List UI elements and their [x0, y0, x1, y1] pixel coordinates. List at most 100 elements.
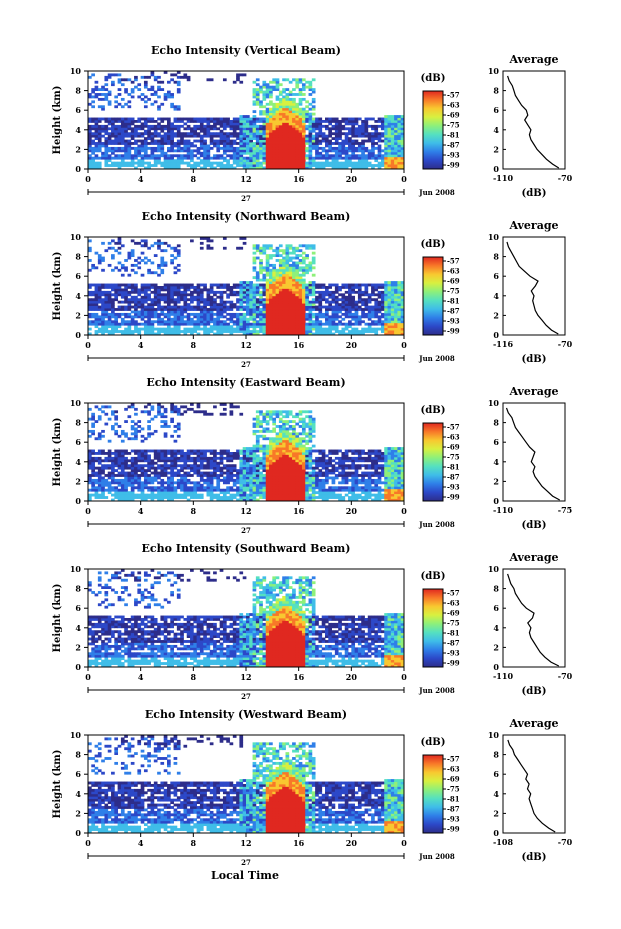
- heatmap-cell: [150, 93, 155, 96]
- heatmap-cell: [397, 315, 402, 319]
- heatmap-cell: [301, 310, 306, 314]
- heatmap-cell: [236, 164, 240, 167]
- heatmap-cell: [246, 286, 250, 289]
- heatmap-cell: [341, 151, 346, 155]
- heatmap-cell: [203, 298, 207, 302]
- heatmap-cell: [120, 132, 125, 136]
- heatmap-cell: [390, 293, 395, 297]
- heatmap-cell: [298, 305, 303, 309]
- heatmap-cell: [255, 127, 260, 131]
- heatmap-cell: [150, 407, 155, 411]
- heatmap-cell: [390, 159, 395, 163]
- heatmap-cell: [196, 459, 201, 463]
- heatmap-cell: [371, 142, 375, 145]
- heatmap-cell: [117, 325, 122, 329]
- heatmap-cell: [390, 298, 395, 302]
- heatmap-cell: [94, 132, 99, 136]
- heatmap-cell: [111, 117, 115, 121]
- heatmap-cell: [193, 288, 198, 292]
- heatmap-cell: [124, 298, 128, 302]
- heatmap-cell: [140, 474, 145, 477]
- heatmap-cell: [255, 166, 260, 170]
- heatmap-cell: [193, 488, 198, 492]
- heatmap-cell: [157, 315, 161, 319]
- heatmap-cell: [259, 146, 263, 150]
- heatmap-cell: [120, 459, 125, 463]
- heatmap-cell: [229, 332, 234, 336]
- heatmap-cell: [301, 127, 306, 131]
- heatmap-cell: [262, 93, 267, 96]
- heatmap-cell: [190, 466, 194, 470]
- heatmap-cell: [94, 154, 99, 158]
- heatmap-cell: [170, 286, 174, 289]
- heatmap-cell: [334, 120, 339, 123]
- heatmap-cell: [357, 124, 362, 128]
- heatmap-cell: [331, 325, 336, 329]
- heatmap-cell: [173, 330, 178, 333]
- heatmap-cell: [361, 132, 365, 136]
- heatmap-cell: [140, 122, 145, 126]
- heatmap-cell: [400, 137, 405, 140]
- heatmap-cell: [301, 317, 306, 321]
- heatmap-cell: [111, 124, 115, 128]
- heatmap-cell: [107, 139, 112, 143]
- heatmap-cell: [173, 332, 178, 336]
- heatmap-cell: [173, 327, 178, 331]
- heatmap-cell: [278, 244, 283, 248]
- heatmap-cell: [262, 308, 267, 311]
- heatmap-cell: [186, 308, 191, 311]
- heatmap-cell: [269, 310, 273, 314]
- heatmap-cell: [295, 117, 300, 121]
- heatmap-cell: [157, 290, 161, 294]
- heatmap-cell: [180, 156, 184, 160]
- heatmap-cell: [120, 332, 125, 336]
- heatmap-cell: [88, 166, 92, 170]
- heatmap-cell: [239, 149, 244, 153]
- heatmap-cell: [295, 137, 300, 140]
- heatmap-cell: [127, 493, 132, 497]
- heatmap-cell: [101, 241, 105, 245]
- profile-y-tick-label: 0: [493, 330, 499, 340]
- heatmap-cell: [183, 456, 188, 460]
- heatmap-cell: [147, 164, 151, 167]
- heatmap-cell: [301, 327, 306, 331]
- heatmap-cell: [160, 127, 165, 131]
- heatmap-cell: [262, 273, 267, 277]
- heatmap-cell: [278, 300, 283, 304]
- heatmap-cell: [282, 90, 286, 94]
- heatmap-cell: [91, 73, 95, 77]
- heatmap-cell: [153, 90, 158, 94]
- heatmap-cell: [288, 263, 293, 267]
- heatmap-cell: [173, 293, 178, 297]
- heatmap-cell: [377, 146, 382, 150]
- heatmap-cell: [176, 124, 181, 128]
- heatmap-cell: [269, 246, 273, 250]
- heatmap-cell: [232, 159, 237, 163]
- heatmap-cell: [157, 312, 161, 316]
- heatmap-cell: [94, 478, 99, 482]
- heatmap-cell: [371, 166, 375, 170]
- heatmap-cell: [315, 149, 319, 153]
- heatmap-cell: [88, 164, 92, 167]
- heatmap-cell: [249, 283, 253, 287]
- heatmap-cell: [176, 166, 181, 170]
- heatmap-cell: [160, 312, 165, 316]
- heatmap-cell: [328, 293, 332, 297]
- heatmap-cell: [209, 483, 214, 487]
- heatmap-cell: [328, 120, 332, 123]
- heatmap-cell: [107, 295, 112, 299]
- heatmap-cell: [400, 164, 405, 167]
- heatmap-cell: [186, 151, 191, 155]
- heatmap-cell: [147, 412, 151, 416]
- heatmap-cell: [361, 164, 365, 167]
- heatmap-cell: [147, 268, 151, 272]
- heatmap-cell: [167, 483, 171, 487]
- heatmap-cell: [400, 312, 405, 316]
- heatmap-cell: [265, 90, 270, 94]
- heatmap-cell: [262, 159, 267, 163]
- heatmap-cell: [334, 117, 339, 121]
- heatmap-cell: [292, 154, 296, 158]
- heatmap-cell: [390, 288, 395, 292]
- heatmap-cell: [104, 283, 109, 287]
- heatmap-cell: [259, 308, 263, 311]
